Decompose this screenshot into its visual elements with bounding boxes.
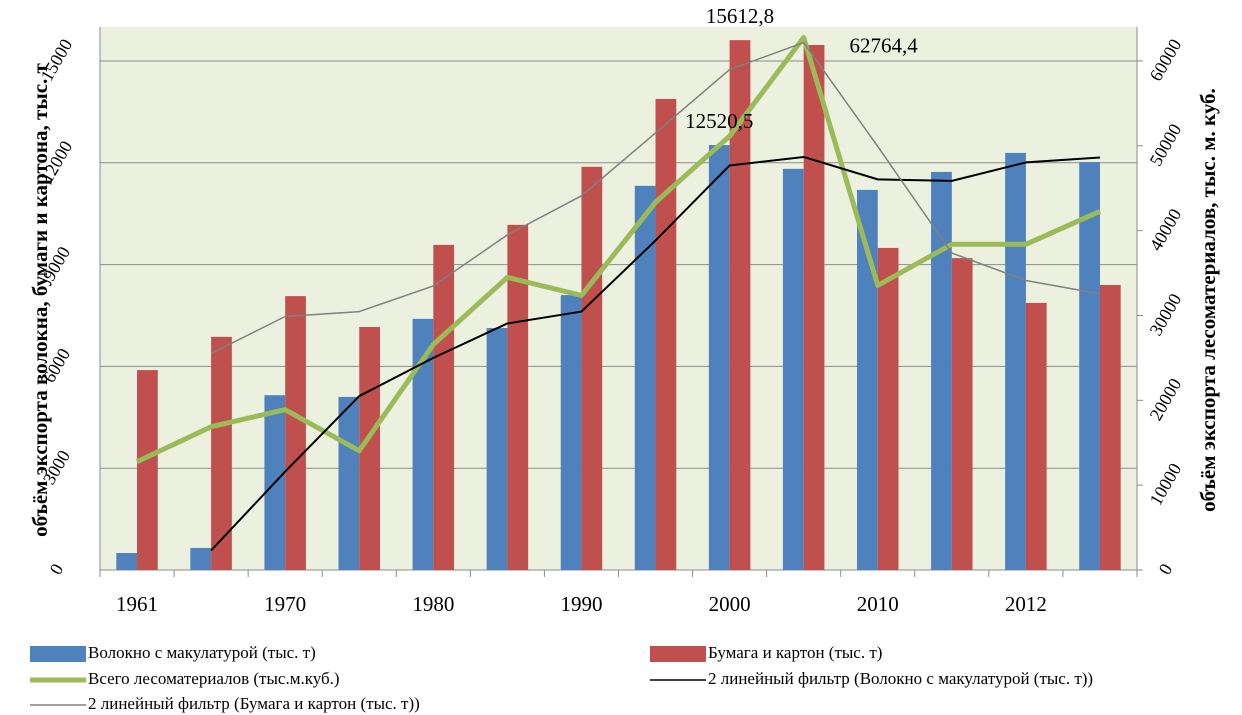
legend-label: Всего лесоматериалов (тыс.м.куб.) [88,669,340,688]
bar [507,224,529,570]
bar [137,370,158,570]
legend-item: Всего лесоматериалов (тыс.м.куб.) [30,669,340,688]
bar [708,145,730,571]
bar [1079,162,1100,571]
legend-swatch [30,646,86,662]
line-series [135,34,1101,464]
y-axis-title: объём экспорта волокна, бумаги и картона… [28,63,52,537]
bar [412,318,434,570]
y2-tick-label: 0 [1154,560,1176,578]
legend-item: Волокно с макулатурой (тыс. т) [30,643,316,662]
data-label: 12520,5 [685,109,753,133]
bar [581,166,603,570]
data-label: 62764,4 [850,33,919,57]
y2-tick-label: 60000 [1145,36,1185,85]
x-tick-label: 1961 [116,592,158,616]
bar [285,296,306,570]
legend-item: 2 линейный фильтр (Бумага и картон (тыс.… [30,694,420,713]
bar [951,258,973,570]
bar [486,328,508,570]
legend-label: 2 линейный фильтр (Волокно с макулатурой… [708,669,1093,688]
y2-axis-title: объём экспорта лесоматериалов, тыс. м. к… [1196,88,1220,512]
plot-area [100,27,1137,570]
legend-label: Волокно с макулатурой (тыс. т) [88,643,316,662]
bar [877,247,899,571]
legend-swatch [650,646,706,662]
bar [655,98,677,570]
x-tick-label: 2000 [709,592,751,616]
bar [1005,152,1026,570]
x-tick-label: 1990 [560,592,602,616]
bar [211,336,232,570]
moving-average-line [210,155,1101,552]
y2-tick-label: 20000 [1145,375,1185,424]
bar [857,189,878,570]
data-label: 15612,8 [706,4,774,28]
bar [116,553,138,570]
bar [1099,284,1121,570]
legend-label: Бумага и картон (тыс. т) [708,643,882,662]
y2-tick-label: 40000 [1145,205,1185,254]
bar [931,171,952,570]
legend-item: Бумага и картон (тыс. т) [650,643,882,662]
x-tick-label: 2012 [1005,592,1047,616]
y2-tick-label: 30000 [1145,290,1185,339]
bar [803,44,825,570]
x-tick-label: 1980 [412,592,454,616]
bar [782,168,804,570]
legend-item: 2 линейный фильтр (Волокно с макулатурой… [650,669,1093,688]
bar [190,547,212,570]
bar [729,40,751,570]
bar [338,396,360,570]
moving-average-line [210,41,1101,355]
y2-tick-label: 50000 [1145,120,1185,169]
x-tick-label: 1970 [264,592,306,616]
bar [560,295,582,570]
x-tick-label: 2010 [857,592,899,616]
bar [433,244,455,570]
bar [1025,302,1047,570]
y2-tick-label: 10000 [1145,460,1185,509]
legend-label: 2 линейный фильтр (Бумага и картон (тыс.… [88,694,420,713]
bar [634,185,656,570]
